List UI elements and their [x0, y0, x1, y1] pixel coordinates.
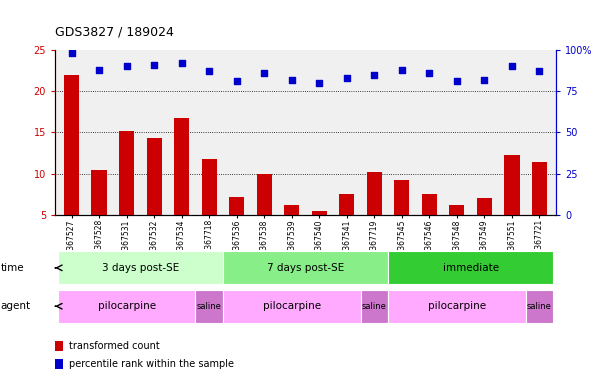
Point: [342, 75, 352, 81]
Point: [315, 80, 324, 86]
Point: [122, 63, 131, 70]
Point: [287, 76, 296, 83]
Bar: [312, 211, 327, 215]
Bar: [422, 194, 437, 215]
Bar: [339, 194, 354, 215]
Bar: [196, 290, 223, 323]
Bar: [223, 290, 360, 323]
Point: [452, 78, 462, 84]
Point: [370, 72, 379, 78]
Point: [425, 70, 434, 76]
Text: percentile rank within the sample: percentile rank within the sample: [69, 359, 234, 369]
Text: immediate: immediate: [442, 263, 499, 273]
Text: pilocarpine: pilocarpine: [428, 301, 486, 311]
Text: agent: agent: [1, 301, 31, 311]
Bar: [202, 159, 217, 215]
Point: [507, 63, 517, 70]
Point: [67, 50, 76, 56]
Bar: [64, 74, 79, 215]
Bar: [449, 205, 464, 215]
Text: pilocarpine: pilocarpine: [98, 301, 156, 311]
Bar: [367, 172, 382, 215]
Bar: [58, 290, 196, 323]
Bar: [229, 197, 244, 215]
Text: transformed count: transformed count: [69, 341, 160, 351]
Bar: [360, 290, 388, 323]
Bar: [58, 252, 223, 284]
Bar: [257, 174, 272, 215]
Bar: [505, 155, 519, 215]
Bar: [119, 131, 134, 215]
Point: [177, 60, 186, 66]
Bar: [147, 138, 162, 215]
Bar: [532, 162, 547, 215]
Point: [204, 68, 214, 74]
Point: [480, 76, 489, 83]
Point: [149, 62, 159, 68]
Text: time: time: [1, 263, 24, 273]
Bar: [284, 205, 299, 215]
Bar: [477, 198, 492, 215]
Point: [94, 67, 104, 73]
Text: 3 days post-SE: 3 days post-SE: [101, 263, 179, 273]
Bar: [223, 252, 388, 284]
Bar: [388, 252, 553, 284]
Text: 7 days post-SE: 7 days post-SE: [267, 263, 344, 273]
Text: saline: saline: [362, 302, 387, 311]
Point: [397, 67, 407, 73]
Bar: [394, 180, 409, 215]
Text: pilocarpine: pilocarpine: [263, 301, 321, 311]
Point: [259, 70, 269, 76]
Text: saline: saline: [527, 302, 552, 311]
Bar: [174, 118, 189, 215]
Bar: [388, 290, 525, 323]
Bar: [525, 290, 553, 323]
Point: [535, 68, 544, 74]
Point: [232, 78, 241, 84]
Text: saline: saline: [197, 302, 222, 311]
Text: GDS3827 / 189024: GDS3827 / 189024: [55, 25, 174, 38]
Bar: [92, 170, 106, 215]
